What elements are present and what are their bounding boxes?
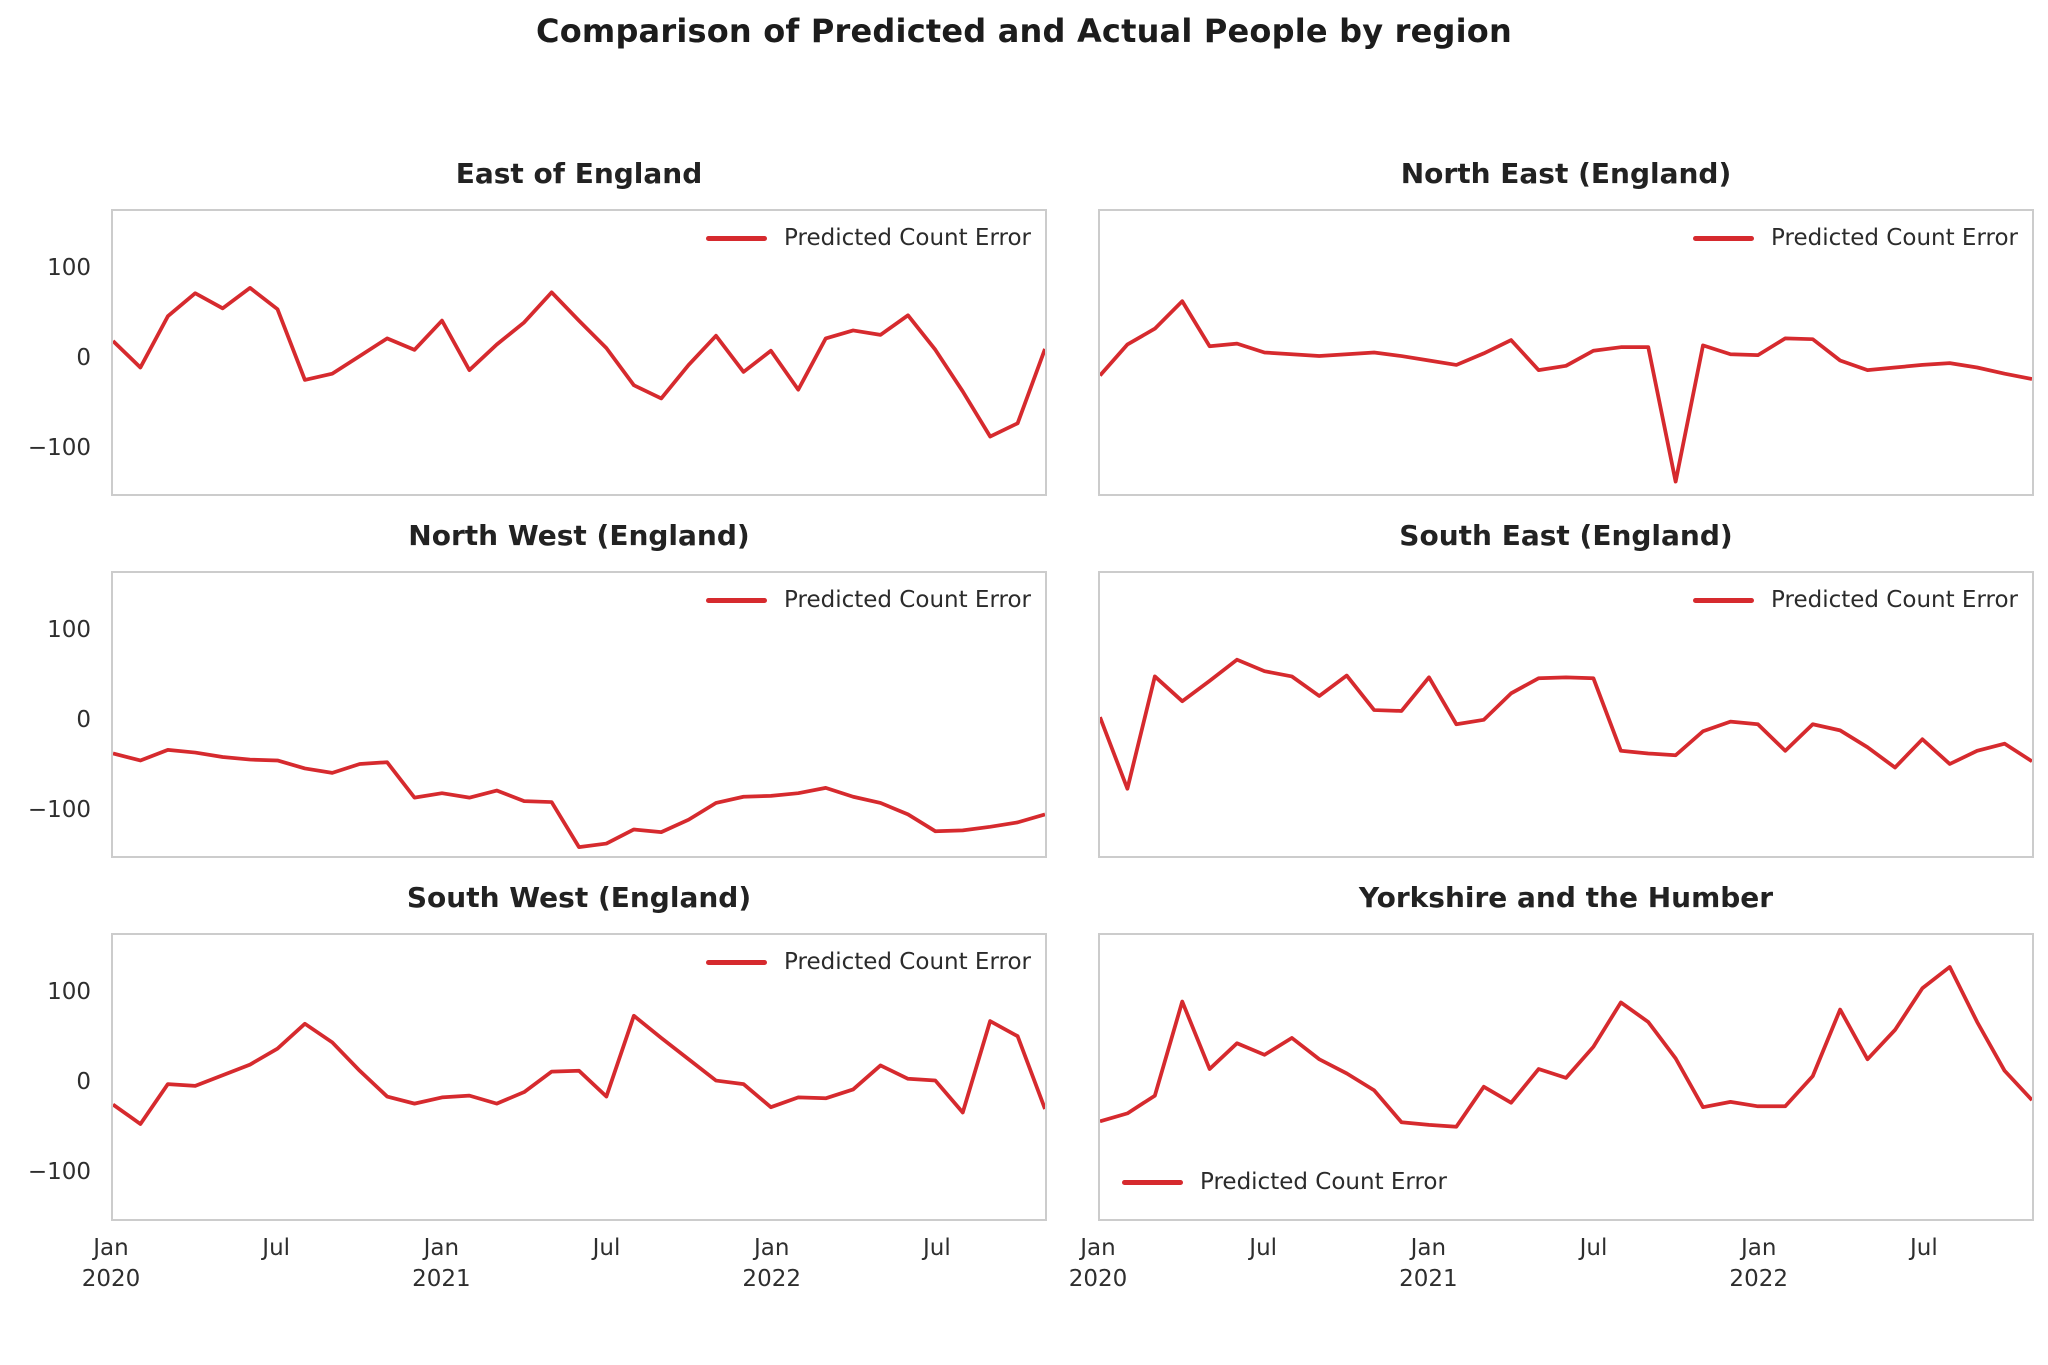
x-tick-label: Jul bbox=[1909, 1235, 1938, 1261]
subplot-yorkshire-and-the-humber: Yorkshire and the Humber Predicted Count… bbox=[1069, 881, 2034, 1292]
plot-area: Predicted Count Error bbox=[111, 209, 1047, 496]
y-tick-label: 100 bbox=[47, 255, 91, 282]
subplot-title: East of England bbox=[455, 157, 703, 190]
predicted-count-error-line bbox=[113, 286, 1045, 439]
y-tick-label: 0 bbox=[76, 344, 91, 371]
legend: Predicted Count Error bbox=[1693, 587, 2018, 613]
legend-line-swatch bbox=[1693, 597, 1755, 603]
predicted-count-error-line bbox=[1100, 299, 2032, 484]
plot-area: Predicted Count Error bbox=[1098, 571, 2034, 858]
x-axis-labels: Jan 2020 Jul Jan 2021 Jul Jan 2022 Jul bbox=[82, 1221, 1047, 1311]
legend: Predicted Count Error bbox=[706, 587, 1031, 613]
x-tick-label: Jul bbox=[592, 1235, 621, 1261]
x-tick-label: Jan 2021 bbox=[1399, 1235, 1458, 1292]
y-tick-label: −100 bbox=[27, 796, 91, 823]
predicted-count-error-line bbox=[1100, 657, 2032, 791]
legend-label: Predicted Count Error bbox=[784, 225, 1031, 251]
plot-area: Predicted Count Error bbox=[1098, 933, 2034, 1221]
x-axis-labels: Jan 2020 Jul Jan 2021 Jul Jan 2022 Jul bbox=[1069, 1221, 2034, 1311]
subplot-title: South West (England) bbox=[406, 881, 752, 914]
legend: Predicted Count Error bbox=[706, 949, 1031, 975]
y-tick-label: −100 bbox=[27, 1159, 91, 1186]
subplot-title: North East (England) bbox=[1400, 157, 1732, 190]
subplot-north-east-england: North East (England) Predicted Count Err… bbox=[1098, 157, 2034, 496]
predicted-count-error-line bbox=[1100, 965, 2032, 1129]
legend-line-swatch bbox=[1122, 1179, 1183, 1185]
plot-area: Predicted Count Error bbox=[111, 933, 1047, 1221]
subplot-north-west-england: North West (England) Predicted Count Err… bbox=[28, 519, 1047, 858]
y-tick-label: 0 bbox=[76, 1069, 91, 1096]
legend: Predicted Count Error bbox=[1122, 1169, 1447, 1195]
subplot-south-west-england: South West (England) Predicted Count Err… bbox=[28, 881, 1047, 1292]
legend-label: Predicted Count Error bbox=[1200, 1169, 1447, 1195]
y-tick-label: 0 bbox=[76, 706, 91, 733]
legend-line-swatch bbox=[706, 235, 768, 241]
legend-line-swatch bbox=[706, 959, 768, 965]
y-tick-label: 100 bbox=[47, 979, 91, 1006]
predicted-count-error-line bbox=[113, 748, 1045, 849]
x-tick-label: Jan 2022 bbox=[742, 1235, 801, 1292]
legend: Predicted Count Error bbox=[1693, 225, 2018, 251]
predicted-count-error-line bbox=[113, 1013, 1045, 1126]
x-tick-label: Jul bbox=[1249, 1235, 1278, 1261]
legend-line-swatch bbox=[1693, 235, 1755, 241]
legend-label: Predicted Count Error bbox=[784, 587, 1031, 613]
x-tick-label: Jul bbox=[922, 1235, 951, 1261]
y-tick-label: −100 bbox=[27, 434, 91, 461]
legend-label: Predicted Count Error bbox=[1771, 225, 2018, 251]
x-tick-label: Jan 2022 bbox=[1729, 1235, 1788, 1292]
legend-line-swatch bbox=[706, 597, 768, 603]
x-tick-label: Jan 2021 bbox=[412, 1235, 471, 1292]
subplot-title: North West (England) bbox=[408, 519, 750, 552]
subplot-south-east-england: South East (England) Predicted Count Err… bbox=[1098, 519, 2034, 858]
x-tick-label: Jul bbox=[1579, 1235, 1608, 1261]
legend-label: Predicted Count Error bbox=[784, 949, 1031, 975]
legend: Predicted Count Error bbox=[706, 225, 1031, 251]
plot-area: Predicted Count Error bbox=[1098, 209, 2034, 496]
subplot-east-of-england: East of England Predicted Count Error 10… bbox=[28, 157, 1047, 496]
x-tick-label: Jan 2020 bbox=[81, 1235, 141, 1292]
x-tick-label: Jan 2020 bbox=[1068, 1235, 1128, 1292]
subplot-title: South East (England) bbox=[1399, 519, 1733, 552]
plot-area: Predicted Count Error bbox=[111, 571, 1047, 858]
legend-label: Predicted Count Error bbox=[1771, 587, 2018, 613]
figure-title: Comparison of Predicted and Actual Peopl… bbox=[536, 12, 1512, 50]
subplot-title: Yorkshire and the Humber bbox=[1358, 881, 1774, 914]
x-tick-label: Jul bbox=[262, 1235, 291, 1261]
y-tick-label: 100 bbox=[47, 617, 91, 644]
